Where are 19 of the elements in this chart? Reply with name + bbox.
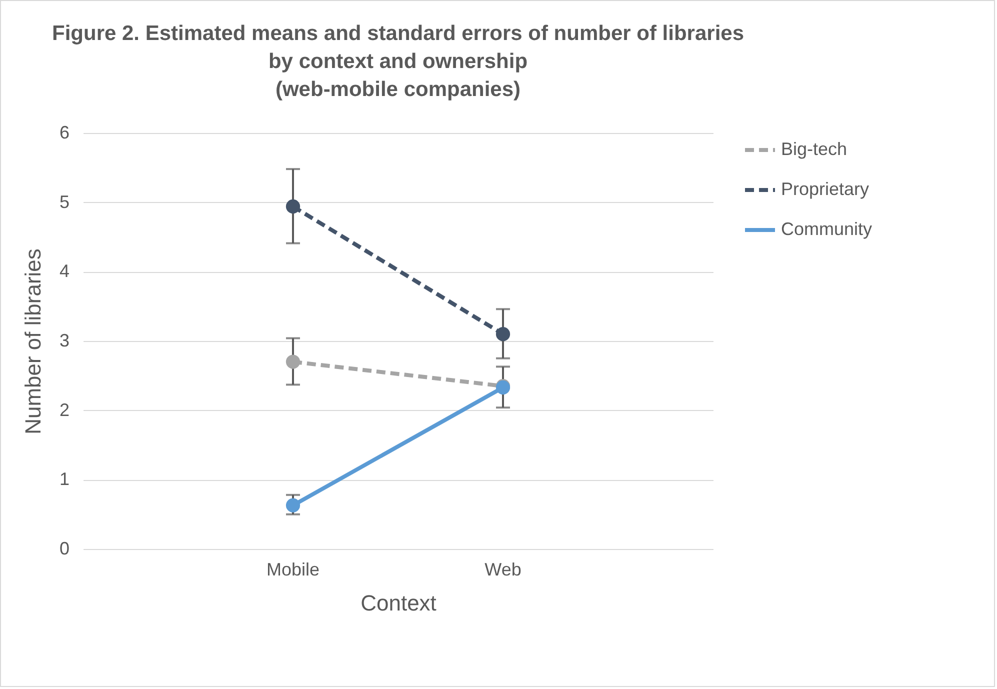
y-axis-title: Number of libraries [20, 248, 46, 434]
point [286, 199, 300, 214]
y-tick-label: 3 [59, 330, 70, 350]
chart-title: Figure 2. Estimated means and standard errors of number of libraries by context and ownership (web-mobile companies) [52, 22, 744, 101]
y-tick-label: 0 [59, 538, 70, 558]
y-tick-label: 1 [59, 469, 70, 490]
point [286, 498, 300, 512]
y-tick-label: 2 [59, 400, 70, 420]
legend-label: Community [781, 219, 872, 239]
y-tick-label: 6 [59, 122, 70, 142]
point [496, 327, 510, 342]
y-tick-label: 4 [59, 261, 70, 282]
point [286, 354, 300, 369]
x-tick-label: Web [484, 560, 522, 580]
y-tick-label: 5 [59, 192, 70, 212]
legend-label: Proprietary [781, 179, 870, 199]
legend-label: Big-tech [781, 139, 848, 159]
x-axis-title: Context [360, 590, 436, 616]
x-tick-label: Mobile [266, 560, 320, 580]
